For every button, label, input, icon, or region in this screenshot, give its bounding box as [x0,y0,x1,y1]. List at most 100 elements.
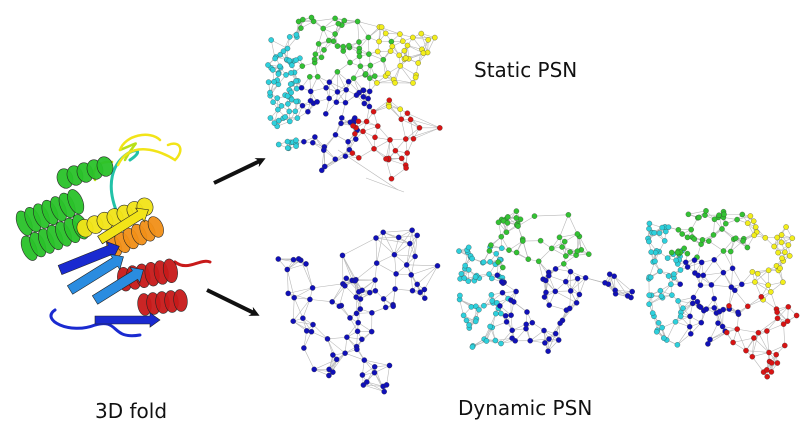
network-node-cyan [484,338,489,343]
network-node-yellow [745,221,750,226]
network-node-cyan [488,259,493,264]
network-node-green [721,212,726,217]
network-node-green [487,248,492,253]
network-node-blue [528,338,533,343]
network-node-yellow [374,80,379,85]
network-node-cyan [457,293,462,298]
network-node-cyan [671,272,676,277]
network-node-cyan [272,121,277,126]
network-node-cyan [277,64,282,69]
network-node-blue [739,282,744,287]
network-node-blue [319,168,324,173]
network-node-blue [543,290,548,295]
network-node-blue [715,321,720,326]
network-edge [377,263,396,274]
network-node-blue [546,349,551,354]
network-node-blue [415,233,420,238]
network-node-red [786,304,791,309]
network-node-blue [312,367,317,372]
network-node-blue [330,299,335,304]
network-node-red [750,354,755,359]
network-edge [314,359,337,369]
network-node-blue [343,154,348,159]
network-node-cyan [289,90,294,95]
network-node-red [399,156,404,161]
network-node-green [706,239,711,244]
network-edge [293,298,294,322]
network-node-green [372,74,377,79]
network-node-cyan [288,82,293,87]
network-node-cyan [666,225,671,230]
network-node-blue [327,80,332,85]
network-node-green [321,47,326,52]
network-edge [343,238,377,255]
network-node-cyan [270,67,275,72]
network-edge [731,268,732,287]
network-node-yellow [784,224,789,229]
network-node-blue [503,313,508,318]
network-edge [711,285,731,287]
network-node-yellow [410,80,415,85]
network-node-yellow [397,53,402,58]
network-node-blue [362,101,367,106]
network-node-blue [500,290,505,295]
network-node-blue [705,341,710,346]
network-node-green [496,260,501,265]
network-node-cyan [275,107,280,112]
network-node-red [403,136,408,141]
network-node-blue [356,320,361,325]
network-node-cyan [665,256,670,261]
network-node-blue [698,283,703,288]
network-node-blue [338,121,343,126]
network-node-green [381,57,386,62]
network-node-blue [699,260,704,265]
network-node-blue [721,270,726,275]
network-node-blue [326,373,331,378]
network-node-blue [687,324,692,329]
network-node-blue [688,331,693,336]
network-node-cyan [285,145,290,150]
network-node-red [405,111,410,116]
network-node-blue [327,96,332,101]
network-edge [387,366,390,385]
network-node-blue [335,89,340,94]
network-node-green [333,16,338,21]
network-node-red [766,350,771,355]
network-node-cyan [674,258,679,263]
network-node-green [312,57,317,62]
network-node-green [557,235,562,240]
network-edge [376,238,377,263]
network-node-red [364,119,369,124]
network-node-red [745,304,750,309]
static-nodes [265,15,442,181]
network-node-blue [602,280,607,285]
network-node-blue [299,85,304,90]
network-node-cyan [466,245,471,250]
network-node-blue [373,277,378,282]
network-edge [752,357,763,372]
network-node-blue [497,303,502,308]
network-node-cyan [673,319,678,324]
arrow-to-static [214,160,262,183]
network-node-cyan [269,37,274,42]
network-node-cyan [668,282,673,287]
network-node-blue [321,148,326,153]
network-node-blue [553,331,558,336]
network-node-red [371,146,376,151]
network-node-yellow [405,43,410,48]
network-node-blue [361,94,366,99]
protein-fold-illustration [13,135,210,336]
network-node-green [676,227,681,232]
network-node-green [568,249,573,254]
network-node-cyan [489,292,494,297]
network-node-green [336,21,341,26]
network-node-blue [407,241,412,246]
network-edge [746,351,769,353]
network-node-green [689,227,694,232]
network-node-red [775,310,780,315]
network-node-blue [410,288,415,293]
network-node-yellow [752,233,757,238]
network-node-blue [415,282,420,287]
network-node-yellow [390,44,395,49]
network-node-blue [393,286,398,291]
